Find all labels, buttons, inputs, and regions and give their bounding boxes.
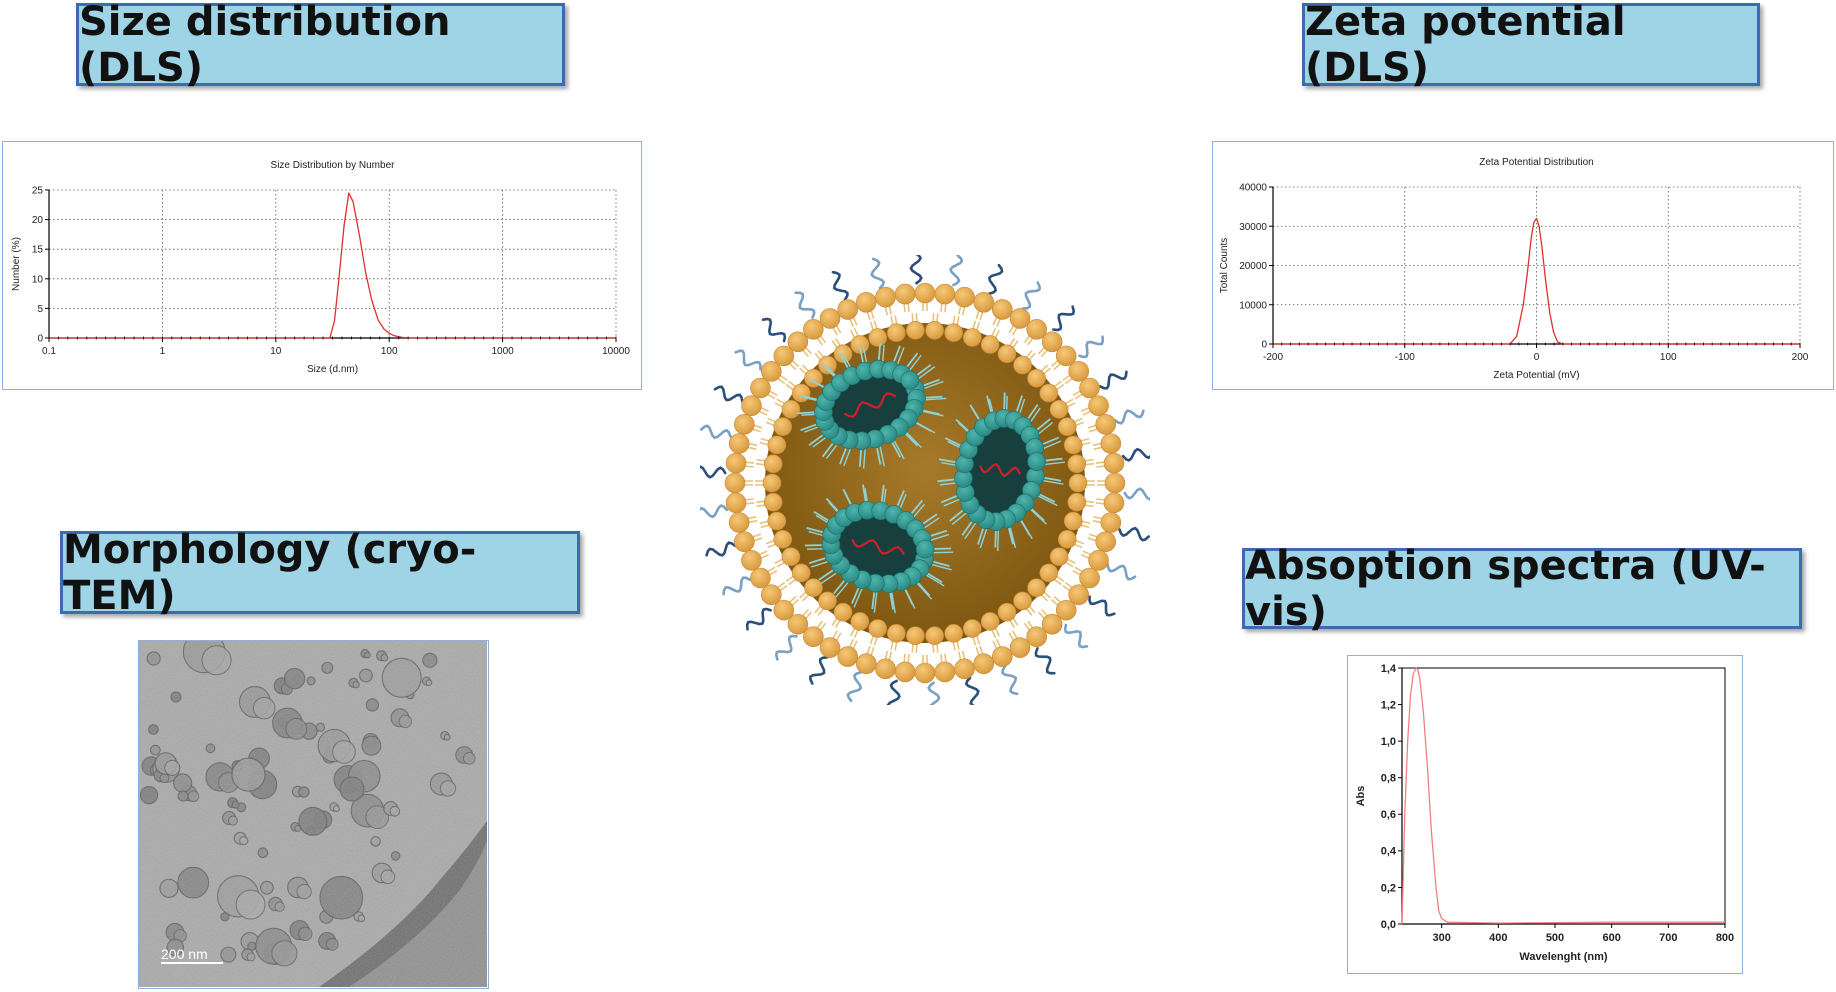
x-tick-label: 200 [1792, 352, 1809, 363]
x-tick-label: 0.1 [42, 346, 56, 357]
y-tick-label: 0,2 [1381, 882, 1396, 894]
y-tick-label: 1,4 [1381, 663, 1397, 675]
x-tick-label: 100 [1660, 352, 1677, 363]
liposome-illustration [694, 251, 1156, 715]
x-tick-label: 10 [270, 346, 282, 357]
label-absorption-spectra: Absoption spectra (UV-vis) [1242, 543, 1802, 635]
y-axis-label: Total Counts [1219, 238, 1230, 294]
y-tick-label: 10000 [1239, 300, 1267, 311]
x-tick-label: 500 [1546, 932, 1564, 944]
zeta-potential-chart: -200 -100 0 100 200 0 10000 20000 30000 40000 Zeta… [1219, 157, 1809, 381]
label-morphology: Morphology (cryo-TEM) [60, 527, 580, 619]
y-tick-label: 20 [32, 215, 44, 226]
y-tick-label: 0,8 [1381, 773, 1396, 785]
y-tick-label: 0 [37, 334, 43, 345]
x-tick-label: 700 [1659, 932, 1677, 944]
uv-chart-panel: 300 400 500 600 700 800 0,0 0,2 0,4 0,6 0,8 1,0 1,2 1… [1347, 655, 1743, 974]
x-tick-label: 1000 [491, 346, 514, 357]
x-tick-label: 0 [1534, 352, 1540, 363]
y-tick-label: 1,2 [1381, 699, 1396, 711]
y-axis-label: Number (%) [11, 237, 22, 291]
x-tick-label: 600 [1602, 932, 1620, 944]
size-chart-panel: 0.1 1 10 100 1000 10000 0 5 10 15 20 25 Size Distrib… [2, 141, 642, 390]
y-tick-label: 0,0 [1381, 919, 1396, 931]
y-tick-label: 20000 [1239, 261, 1267, 272]
y-tick-label: 0,6 [1381, 809, 1396, 821]
y-tick-label: 0,4 [1381, 846, 1397, 858]
y-axis-label: Abs [1355, 786, 1367, 807]
x-tick-label: 100 [381, 346, 398, 357]
x-tick-label: 1 [160, 346, 166, 357]
chart-title: Size Distribution by Number [271, 160, 396, 171]
y-tick-label: 10 [32, 274, 44, 285]
y-tick-label: 1,0 [1381, 736, 1396, 748]
x-axis-label: Wavelenght (nm) [1519, 951, 1608, 963]
tem-scale-bar-label: 200 nm [161, 946, 208, 962]
zeta-chart-panel: -200 -100 0 100 200 0 10000 20000 30000 40000 Zeta… [1212, 141, 1834, 390]
y-tick-label: 0 [1261, 340, 1267, 351]
cryo-tem-image: 200 nm [138, 640, 489, 989]
series-line [1273, 217, 1800, 345]
x-tick-label: 10000 [602, 346, 630, 357]
label-size-distribution: Size distribution (DLS) [76, 0, 565, 91]
label-zeta-potential: Zeta potential (DLS) [1302, 0, 1760, 91]
y-tick-label: 40000 [1239, 183, 1267, 194]
x-axis-label: Size (d.nm) [307, 364, 358, 375]
x-tick-label: 300 [1432, 932, 1450, 944]
series-line [1401, 667, 1725, 925]
x-axis-label: Zeta Potential (mV) [1493, 370, 1579, 381]
x-tick-label: -100 [1395, 352, 1415, 363]
y-tick-label: 15 [32, 245, 44, 256]
x-tick-label: 800 [1716, 932, 1734, 944]
series-line [49, 192, 616, 339]
x-tick-label: 400 [1489, 932, 1507, 944]
chart-title: Zeta Potential Distribution [1479, 157, 1594, 168]
uv-vis-chart: 300 400 500 600 700 800 0,0 0,2 0,4 0,6 0,8 1,0 1,2 1… [1355, 663, 1734, 963]
size-distribution-chart: 0.1 1 10 100 1000 10000 0 5 10 15 20 25 Size Distrib… [11, 160, 630, 375]
y-tick-label: 30000 [1239, 222, 1267, 233]
y-tick-label: 25 [32, 186, 44, 197]
x-tick-label: -200 [1263, 352, 1283, 363]
y-tick-label: 5 [37, 304, 43, 315]
